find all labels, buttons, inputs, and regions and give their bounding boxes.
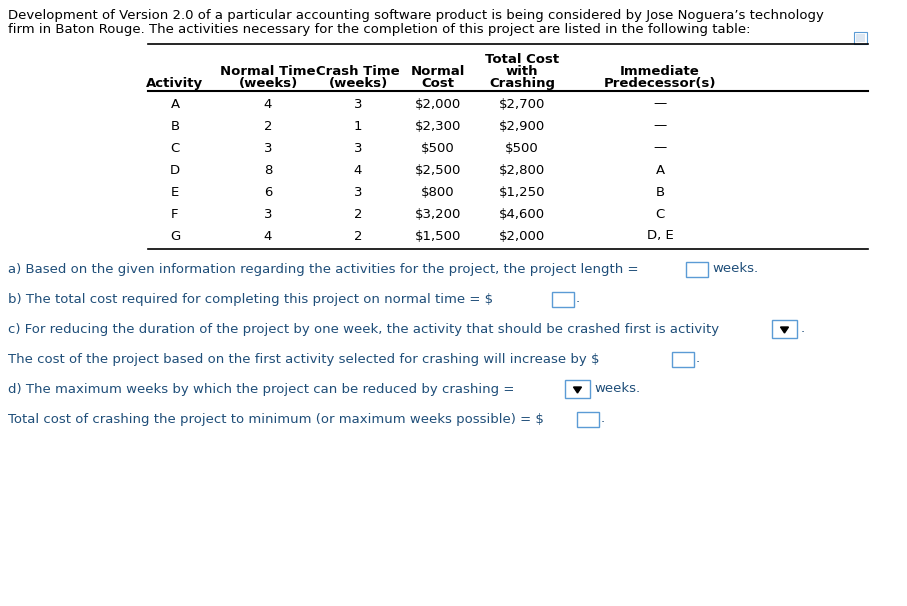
Text: 8: 8 [264, 164, 272, 176]
Text: 4: 4 [264, 230, 272, 242]
Text: (weeks): (weeks) [239, 77, 297, 90]
Text: 3: 3 [354, 185, 362, 199]
Text: .: . [601, 413, 605, 425]
Text: Crash Time: Crash Time [317, 65, 400, 78]
Text: B: B [656, 185, 665, 199]
Text: $3,200: $3,200 [414, 207, 461, 221]
Text: $2,300: $2,300 [414, 119, 461, 133]
Text: 3: 3 [264, 141, 272, 155]
Text: Development of Version 2.0 of a particular accounting software product is being : Development of Version 2.0 of a particul… [8, 9, 824, 22]
Text: Total Cost: Total Cost [485, 53, 559, 66]
Polygon shape [573, 387, 581, 393]
Text: Crashing: Crashing [489, 77, 555, 90]
Text: Normal Time: Normal Time [220, 65, 316, 78]
Text: $500: $500 [421, 141, 455, 155]
Text: Activity: Activity [146, 77, 203, 90]
Text: b) The total cost required for completing this project on normal time = $: b) The total cost required for completin… [8, 293, 493, 305]
Text: B: B [171, 119, 180, 133]
Text: F: F [171, 207, 179, 221]
Text: $1,250: $1,250 [499, 185, 545, 199]
Text: $2,000: $2,000 [414, 98, 461, 110]
Text: Total cost of crashing the project to minimum (or maximum weeks possible) = $: Total cost of crashing the project to mi… [8, 413, 544, 425]
Text: E: E [171, 185, 179, 199]
Text: Immediate: Immediate [620, 65, 700, 78]
Text: Normal: Normal [411, 65, 465, 78]
Text: The cost of the project based on the first activity selected for crashing will i: The cost of the project based on the fir… [8, 353, 600, 365]
Text: $2,700: $2,700 [499, 98, 545, 110]
Text: $2,000: $2,000 [499, 230, 545, 242]
FancyBboxPatch shape [856, 34, 865, 42]
Text: .: . [801, 322, 805, 336]
Text: 4: 4 [354, 164, 362, 176]
Text: —: — [653, 141, 667, 155]
Text: firm in Baton Rouge. The activities necessary for the completion of this project: firm in Baton Rouge. The activities nece… [8, 23, 750, 36]
Text: weeks.: weeks. [712, 262, 758, 276]
FancyBboxPatch shape [854, 32, 867, 44]
Text: 2: 2 [354, 207, 362, 221]
Text: c) For reducing the duration of the project by one week, the activity that shoul: c) For reducing the duration of the proj… [8, 322, 719, 336]
Text: D: D [170, 164, 180, 176]
Text: $800: $800 [421, 185, 454, 199]
Text: Predecessor(s): Predecessor(s) [604, 77, 717, 90]
Text: D, E: D, E [647, 230, 673, 242]
Text: 2: 2 [264, 119, 272, 133]
Text: Cost: Cost [422, 77, 454, 90]
Text: C: C [656, 207, 665, 221]
FancyBboxPatch shape [552, 291, 574, 307]
Text: d) The maximum weeks by which the project can be reduced by crashing =: d) The maximum weeks by which the projec… [8, 382, 514, 396]
Text: .: . [576, 293, 580, 305]
Text: $2,500: $2,500 [414, 164, 461, 176]
Text: —: — [653, 98, 667, 110]
Text: A: A [171, 98, 180, 110]
Text: weeks.: weeks. [594, 382, 640, 396]
Text: 3: 3 [354, 141, 362, 155]
FancyBboxPatch shape [577, 411, 599, 427]
Text: 6: 6 [264, 185, 272, 199]
FancyBboxPatch shape [686, 262, 708, 276]
Text: (weeks): (weeks) [328, 77, 387, 90]
Text: 3: 3 [264, 207, 272, 221]
Text: with: with [506, 65, 538, 78]
FancyBboxPatch shape [565, 380, 590, 398]
Text: $1,500: $1,500 [414, 230, 461, 242]
Text: a) Based on the given information regarding the activities for the project, the : a) Based on the given information regard… [8, 262, 639, 276]
Text: $4,600: $4,600 [499, 207, 545, 221]
Text: 1: 1 [354, 119, 362, 133]
Text: 4: 4 [264, 98, 272, 110]
Text: 3: 3 [354, 98, 362, 110]
Text: C: C [171, 141, 180, 155]
Text: $2,900: $2,900 [499, 119, 545, 133]
Text: .: . [696, 353, 700, 365]
Text: —: — [653, 119, 667, 133]
Text: $500: $500 [505, 141, 539, 155]
Polygon shape [781, 327, 788, 333]
Text: A: A [656, 164, 665, 176]
Text: 2: 2 [354, 230, 362, 242]
Text: $2,800: $2,800 [499, 164, 545, 176]
FancyBboxPatch shape [772, 320, 797, 338]
Text: G: G [170, 230, 180, 242]
FancyBboxPatch shape [672, 351, 694, 367]
